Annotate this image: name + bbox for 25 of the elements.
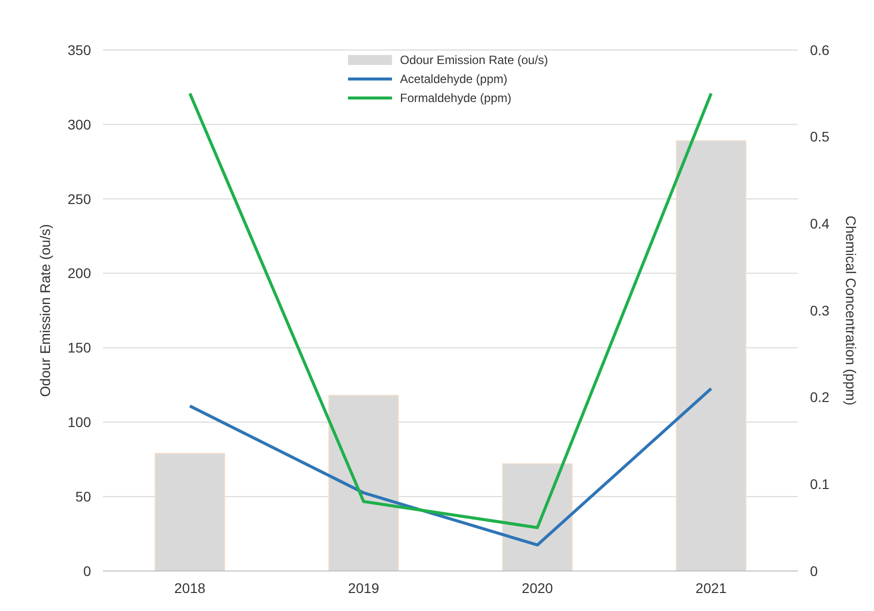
- y2-tick-label: 0.5: [810, 128, 830, 145]
- legend-label: Acetaldehyde (ppm): [400, 72, 508, 86]
- y-tick-label: 50: [75, 488, 92, 504]
- y-tick-label: 100: [68, 414, 92, 430]
- y-tick-label: 0: [83, 562, 92, 579]
- legend-label: Formaldehyde (ppm): [400, 91, 512, 106]
- y-tick-label: 350: [68, 42, 92, 58]
- y2-tick-label: 0.6: [810, 42, 830, 58]
- y2-tick-label: 0.3: [810, 302, 830, 318]
- y2-tick-label: 0.2: [810, 389, 830, 406]
- y2-tick-label: 0.1: [810, 476, 830, 492]
- y-tick-label: 150: [68, 340, 92, 356]
- y2-axis-title: Chemical Concentration (ppm): [843, 216, 859, 406]
- y-tick-label: 250: [68, 190, 92, 207]
- x-tick-label: 2021: [696, 580, 727, 596]
- legend-label: Odour Emission Rate (ou/s): [400, 53, 548, 68]
- y-axis-title: Odour Emission Rate (ou/s): [37, 224, 53, 397]
- x-tick-label: 2019: [348, 580, 380, 596]
- y2-tick-label: 0.4: [810, 216, 830, 232]
- y-tick-label: 200: [68, 265, 92, 282]
- x-tick-label: 2020: [522, 580, 554, 596]
- y2-tick-label: 0: [810, 562, 818, 579]
- x-tick-label: 2018: [174, 580, 206, 596]
- y-tick-label: 300: [68, 116, 92, 132]
- line-series: [188, 387, 713, 546]
